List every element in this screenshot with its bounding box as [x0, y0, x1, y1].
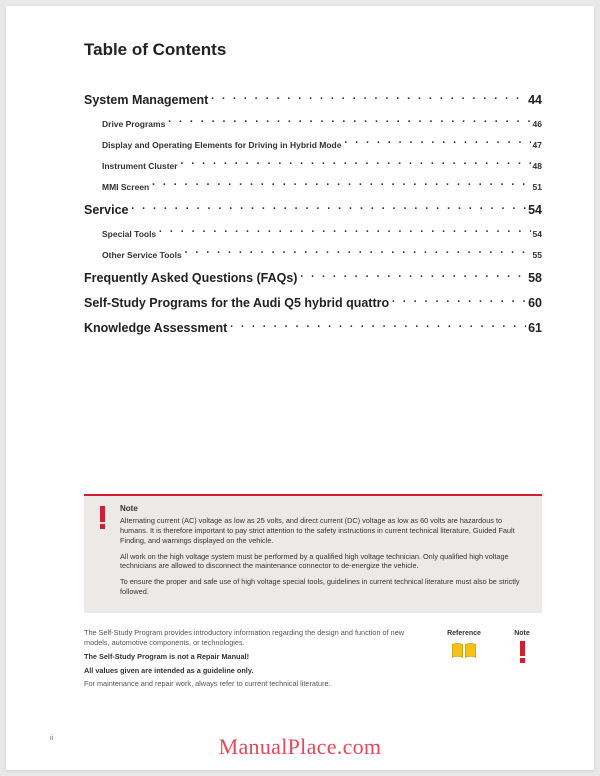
- toc-label: Frequently Asked Questions (FAQs): [84, 271, 297, 285]
- footer-block: The Self-Study Program provides introduc…: [84, 628, 542, 693]
- toc-leader: [151, 174, 530, 190]
- note-paragraph: Alternating current (AC) voltage as low …: [120, 516, 532, 546]
- footer-text: The Self-Study Program provides introduc…: [84, 628, 430, 693]
- footer-bold-line: The Self-Study Program is not a Repair M…: [84, 652, 430, 662]
- toc-label: System Management: [84, 93, 208, 107]
- toc-page: 47: [533, 140, 542, 150]
- toc-label: MMI Screen: [102, 182, 149, 192]
- toc-leader: [229, 316, 526, 332]
- toc-section: System Management 44: [84, 88, 542, 107]
- legend-label: Note: [502, 630, 542, 637]
- toc-leader: [184, 242, 531, 258]
- footer-bold-line: All values given are intended as a guide…: [84, 666, 430, 676]
- toc-label: Drive Programs: [102, 119, 165, 129]
- toc-leader: [343, 132, 530, 148]
- toc-label: Self-Study Programs for the Audi Q5 hybr…: [84, 296, 389, 310]
- toc-sub: Other Service Tools 55: [84, 242, 542, 260]
- toc-leader: [391, 291, 526, 307]
- toc-label: Display and Operating Elements for Drivi…: [102, 140, 341, 150]
- toc-section: Self-Study Programs for the Audi Q5 hybr…: [84, 291, 542, 310]
- toc-page: 61: [528, 321, 542, 335]
- toc-sub: Display and Operating Elements for Drivi…: [84, 132, 542, 150]
- toc-label: Special Tools: [102, 229, 156, 239]
- book-icon: [444, 641, 484, 663]
- toc-sub: Instrument Cluster 48: [84, 153, 542, 171]
- toc-page: 60: [528, 296, 542, 310]
- table-of-contents: System Management 44 Drive Programs 46 D…: [84, 88, 542, 335]
- toc-page: 44: [528, 93, 542, 107]
- toc-leader: [299, 266, 526, 282]
- toc-section: Knowledge Assessment 61: [84, 316, 542, 335]
- toc-label: Other Service Tools: [102, 250, 182, 260]
- note-paragraph: All work on the high voltage system must…: [120, 552, 532, 572]
- exclamation-icon: [502, 641, 542, 663]
- watermark: ManualPlace.com: [6, 734, 594, 760]
- toc-sub: Drive Programs 46: [84, 111, 542, 129]
- toc-page: 58: [528, 271, 542, 285]
- legend-label: Reference: [444, 630, 484, 637]
- toc-page: 51: [533, 182, 542, 192]
- toc-page: 55: [533, 250, 542, 260]
- toc-leader: [130, 198, 526, 214]
- toc-page: 54: [533, 229, 542, 239]
- toc-label: Knowledge Assessment: [84, 321, 227, 335]
- note-heading: Note: [120, 504, 532, 513]
- page-title: Table of Contents: [84, 40, 542, 60]
- legend-note: Note: [502, 630, 542, 693]
- document-page: Table of Contents System Management 44 D…: [6, 6, 594, 770]
- note-box: Note Alternating current (AC) voltage as…: [84, 494, 542, 613]
- toc-label: Service: [84, 203, 128, 217]
- exclamation-icon: [92, 506, 112, 529]
- toc-sub: MMI Screen 51: [84, 174, 542, 192]
- toc-page: 48: [533, 161, 542, 171]
- toc-section: Service 54: [84, 198, 542, 217]
- toc-sub: Special Tools 54: [84, 221, 542, 239]
- toc-page: 46: [533, 119, 542, 129]
- toc-leader: [158, 221, 530, 237]
- legend-reference: Reference: [444, 630, 484, 693]
- footer-paragraph: The Self-Study Program provides introduc…: [84, 628, 430, 648]
- toc-leader: [167, 111, 530, 127]
- toc-label: Instrument Cluster: [102, 161, 178, 171]
- toc-leader: [210, 88, 526, 104]
- footer-legend: Reference Note: [444, 628, 542, 693]
- note-paragraph: To ensure the proper and safe use of hig…: [120, 577, 532, 597]
- toc-section: Frequently Asked Questions (FAQs) 58: [84, 266, 542, 285]
- toc-leader: [180, 153, 531, 169]
- footer-paragraph: For maintenance and repair work, always …: [84, 679, 430, 689]
- toc-page: 54: [528, 203, 542, 217]
